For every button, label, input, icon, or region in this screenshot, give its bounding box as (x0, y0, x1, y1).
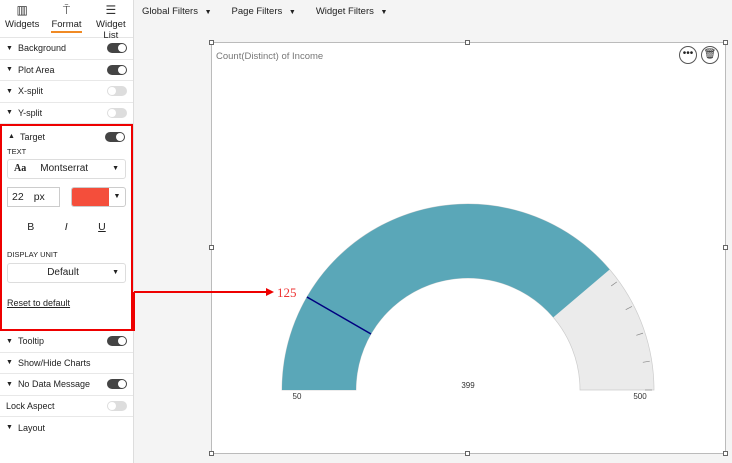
reset-to-default-link[interactable]: Reset to default (7, 297, 71, 308)
widget-title: Count(Distinct) of Income (216, 51, 324, 62)
section-no-data-message[interactable]: ▼ No Data Message (0, 374, 133, 396)
tooltip-toggle[interactable] (107, 336, 127, 347)
resize-handle[interactable] (723, 451, 728, 456)
resize-handle[interactable] (723, 245, 728, 250)
list-icon: ☰ (105, 3, 117, 17)
section-tooltip[interactable]: ▼ Tooltip (0, 331, 133, 353)
target-section: ▲ Target TEXT Aa Montserrat ▼ 22 px ▼ B I U … (0, 124, 133, 331)
text-label: TEXT (7, 146, 27, 156)
caret-down-icon: ▼ (112, 269, 119, 276)
more-options-icon[interactable]: ••• (679, 46, 697, 64)
caret-down-icon: ▼ (6, 337, 13, 345)
gauge-widget[interactable]: Count(Distinct) of Income ••• 🗑 (211, 42, 726, 454)
filter-bar: Global Filters ▼ Page Filters ▼ Widget F… (134, 0, 732, 22)
caret-down-icon: ▼ (113, 192, 121, 200)
format-sidebar: ▥ Widgets ⍑ Format ☰ Widget List ▼ Backgroun… (0, 0, 134, 463)
caret-down-icon: ▼ (6, 66, 13, 74)
color-picker[interactable]: ▼ (70, 186, 126, 207)
global-filters-button[interactable]: Global Filters ▼ (142, 5, 212, 17)
bold-button[interactable]: B (27, 220, 35, 233)
resize-handle[interactable] (723, 40, 728, 45)
resize-handle[interactable] (209, 40, 214, 45)
font-size-input[interactable]: 22 px (7, 186, 60, 207)
x-split-toggle[interactable] (107, 86, 127, 97)
display-unit-label: DISPLAY UNIT (7, 249, 58, 259)
section-background[interactable]: ▼ Background (0, 38, 133, 60)
font-icon: Aa (14, 163, 27, 174)
section-target[interactable]: ▲ Target (2, 126, 131, 148)
resize-handle[interactable] (209, 451, 214, 456)
tab-widgets[interactable]: ▥ Widgets (0, 0, 44, 37)
color-swatch (71, 187, 109, 206)
section-show-hide-charts[interactable]: ▼ Show/Hide Charts (0, 353, 133, 374)
widget-filters-button[interactable]: Widget Filters ▼ (315, 5, 388, 17)
caret-down-icon: ▼ (6, 359, 13, 367)
underline-button[interactable]: U (98, 220, 106, 233)
resize-handle[interactable] (465, 451, 470, 456)
section-y-split[interactable]: ▼ Y-split (0, 103, 133, 124)
caret-down-icon: ▼ (6, 109, 13, 117)
trash-icon[interactable]: 🗑 (701, 46, 719, 64)
background-toggle[interactable] (107, 43, 127, 54)
caret-down-icon: ▼ (6, 87, 13, 95)
font-select[interactable]: Aa Montserrat ▼ (7, 158, 126, 179)
page-filters-button[interactable]: Page Filters ▼ (231, 5, 296, 17)
resize-handle[interactable] (465, 40, 470, 45)
section-layout[interactable]: ▼ Layout (6, 422, 45, 433)
target-toggle[interactable] (105, 131, 125, 142)
caret-down-icon: ▼ (380, 8, 388, 16)
caret-down-icon: ▼ (6, 380, 13, 388)
caret-down-icon: ▼ (204, 8, 212, 16)
tab-widget-list[interactable]: ☰ Widget List (89, 0, 133, 41)
caret-down-icon: ▼ (6, 424, 13, 432)
section-x-split[interactable]: ▼ X-split (0, 81, 133, 103)
caret-down-icon: ▼ (6, 44, 13, 52)
display-unit-select[interactable]: Default ▼ (7, 262, 126, 283)
y-split-toggle[interactable] (107, 107, 127, 118)
section-lock-aspect[interactable]: Lock Aspect (0, 396, 133, 417)
paint-roller-icon: ⍑ (62, 3, 71, 17)
caret-down-icon: ▼ (112, 165, 119, 172)
lock-aspect-toggle[interactable] (107, 400, 127, 411)
caret-up-icon: ▲ (8, 133, 15, 141)
chart-icon: ▥ (16, 3, 28, 17)
plot-area-toggle[interactable] (107, 64, 127, 75)
section-plot-area[interactable]: ▼ Plot Area (0, 60, 133, 81)
italic-button[interactable]: I (64, 220, 68, 233)
resize-handle[interactable] (209, 245, 214, 250)
tab-format[interactable]: ⍑ Format (44, 0, 88, 37)
caret-down-icon: ▼ (288, 8, 296, 16)
no-data-toggle[interactable] (107, 379, 127, 390)
